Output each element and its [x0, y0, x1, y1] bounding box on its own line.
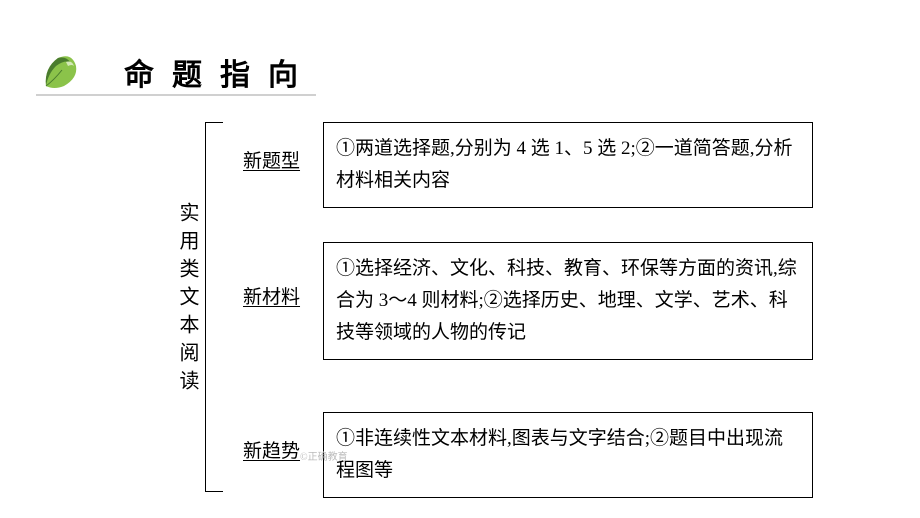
branch-content-box: ①两道选择题,分别为 4 选 1、5 选 2;②一道简答题,分析材料相关内容 [323, 122, 813, 208]
branch-content-box: ①非连续性文本材料,图表与文字结合;②题目中出现流程图等 [323, 412, 813, 498]
branch-label: 新材料 [243, 282, 300, 309]
header: 命题指向 [36, 48, 316, 96]
main-category-label: 实用类文本阅读 [175, 202, 201, 398]
page-title: 命题指向 [124, 50, 316, 94]
watermark: ©正确教育 [300, 448, 348, 463]
main-bracket [205, 122, 223, 492]
diagram-container: 实用类文本阅读 新题型 ①两道选择题,分别为 4 选 1、5 选 2;②一道简答… [205, 122, 845, 497]
branch-label: 新题型 [243, 146, 300, 173]
title-underline [36, 94, 316, 96]
leaf-icon [36, 48, 84, 96]
branch-content-box: ①选择经济、文化、科技、教育、环保等方面的资讯,综合为 3～4 则材料;②选择历… [323, 242, 813, 360]
branch-label: 新趋势 [243, 436, 300, 463]
